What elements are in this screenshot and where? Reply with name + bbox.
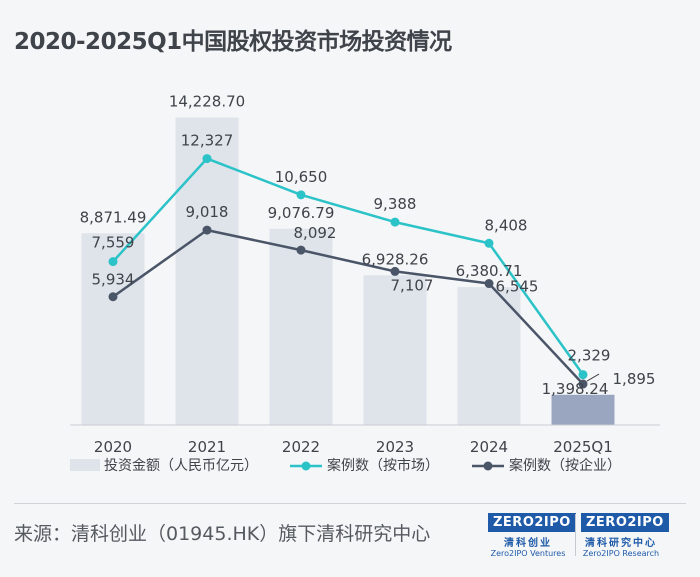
legend-label-enterprise: 案例数（按企业） [509,457,621,474]
logo-wordmark: ZERO2IPO [488,513,576,532]
cases-by-enterprise-point [484,279,494,289]
x-tick-label: 2020 [94,438,132,456]
cases-by-market-point [108,257,118,267]
bar-value-label: 6,928.26 [362,250,429,268]
bar-investment-2021 [175,117,239,425]
zero2ipo-ventures-logo: ZERO2IPO 清科创业 Zero2IPO Ventures [488,511,576,558]
legend-label-investment: 投资金额（人民币亿元） [104,458,258,474]
cases-by-market-line [112,157,585,376]
x-tick-label: 2023 [376,438,414,456]
x-tick-label: 2024 [470,438,508,456]
cases-by-market-label: 7,559 [92,234,135,252]
bar-investment-2024 [457,287,521,425]
label-leader-line [586,373,600,382]
bar-investment-2023 [363,275,427,425]
cases-by-enterprise-point [108,292,118,302]
chart-area: 2020 2021 2022 2023 2024 2025Q1 8,871.49 14,228… [70,92,660,474]
legend-marker-market [301,461,311,471]
cases-by-market-label: 10,650 [275,168,328,186]
cases-by-market-point [202,154,212,164]
legend-marker-enterprise [483,461,493,471]
bar-value-label: 14,228.70 [169,92,245,110]
cases-by-enterprise-point [390,266,400,276]
cases-by-market-label: 2,329 [568,347,611,365]
footer-divider [14,503,686,504]
chart-title: 2020-2025Q1中国股权投资市场投资情况 [14,29,452,55]
bar-investment-2022 [269,228,333,425]
logo-english-name: Zero2IPO Research [582,549,660,558]
cases-by-enterprise-point [578,379,588,389]
bar-investment-2025Q1 [551,394,615,425]
logo-separator [575,514,576,556]
zero2ipo-research-logo: ZERO2IPO 清科研究中心 Zero2IPO Research [581,511,669,558]
cases-by-market-label: 12,327 [181,132,234,150]
cases-by-market-label: 9,388 [374,195,417,213]
bar-value-label: 8,871.49 [80,208,147,226]
cases-by-enterprise-point [202,225,212,235]
cases-by-market-point [390,217,400,227]
x-tick-label: 2022 [282,438,320,456]
logo-chinese-name: 清科创业 [504,538,552,549]
cases-by-enterprise-line [112,228,584,385]
cases-by-market-point [484,238,494,248]
cases-by-market-point [578,370,588,380]
bar-value-label: 6,380.71 [456,262,523,280]
cases-by-market-label: 8,408 [485,216,528,234]
bar-value-label: 1,398.24 [542,380,609,398]
cases-by-enterprise-label: 9,018 [186,203,229,221]
cases-by-enterprise-label: 6,545 [496,278,539,296]
source-note: 来源：清科创业（01945.HK）旗下清科研究中心 [14,523,431,545]
x-tick-label: 2025Q1 [553,438,613,456]
legend-label-market: 案例数（按市场） [327,457,439,474]
legend-swatch-investment [70,459,100,471]
cases-by-enterprise-label: 1,895 [613,370,656,388]
cases-by-enterprise-label: 7,107 [391,276,434,294]
logo-wordmark: ZERO2IPO [581,513,669,532]
x-tick-label: 2021 [188,438,226,456]
cases-by-market-point [296,190,306,200]
cases-by-enterprise-label: 5,934 [92,271,135,289]
logo-english-name: Zero2IPO Ventures [490,549,566,558]
bar-value-label: 9,076.79 [268,204,335,222]
cases-by-enterprise-label: 8,092 [294,224,337,242]
logo-chinese-name: 清科研究中心 [585,538,657,549]
cases-by-enterprise-point [296,245,306,255]
